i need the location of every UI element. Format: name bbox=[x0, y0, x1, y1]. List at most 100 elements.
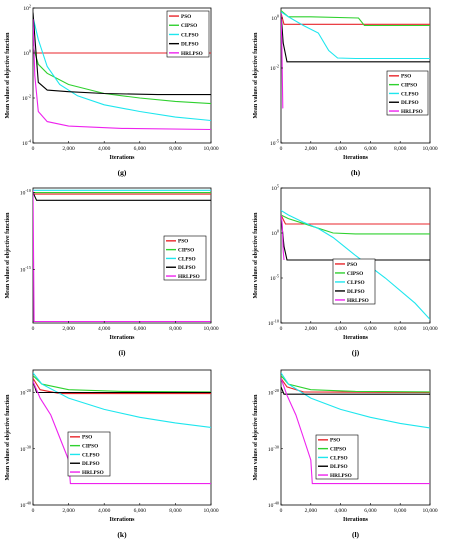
y-tick-label: 10-10 bbox=[20, 188, 31, 197]
series-line-pso bbox=[33, 378, 211, 395]
x-tick-label: 6,000 bbox=[364, 326, 377, 332]
panel-caption: (j) bbox=[352, 348, 360, 357]
series-line-cipso bbox=[33, 46, 211, 105]
panel-caption: (k) bbox=[117, 530, 127, 539]
series-line-hrlpso bbox=[281, 378, 430, 485]
x-tick-label: 0 bbox=[32, 146, 35, 152]
series-line-dlpso bbox=[33, 192, 211, 201]
legend-label-clpso: CLPSO bbox=[82, 452, 100, 458]
series-line-hrlpso bbox=[281, 214, 285, 261]
series-line-cipso bbox=[33, 375, 211, 393]
x-tick-label: 4,000 bbox=[98, 508, 111, 514]
legend-label-clpso: CLPSO bbox=[330, 455, 348, 461]
x-tick-label: 8,000 bbox=[394, 146, 407, 152]
series-line-dlpso bbox=[33, 12, 211, 96]
legend: PSO CIPSO CLPSO DLPSO HRLPSO bbox=[67, 431, 111, 477]
panel-caption: (g) bbox=[118, 168, 127, 177]
legend: PSO CIPSO CLPSO DLPSO HRLPSO bbox=[166, 10, 210, 58]
chart-panel-5: 0 2,000 4,000 6,000 8,000 10,000 10-20 10-30 10-… bbox=[5, 369, 219, 539]
x-tick-label: 6,000 bbox=[364, 146, 377, 152]
legend-label-clpso: CLPSO bbox=[347, 280, 365, 286]
legend-label-cipso: CIPSO bbox=[178, 248, 194, 254]
y-tick-label: 10-20 bbox=[20, 388, 31, 397]
y-axis-label: Mean values of objective function bbox=[253, 212, 259, 299]
x-tick-label: 8,000 bbox=[394, 508, 407, 514]
chart-panel-6: 0 2,000 4,000 6,000 8,000 10,000 10-20 10-30 10-… bbox=[253, 369, 438, 539]
x-tick-label: 2,000 bbox=[62, 508, 75, 514]
y-axis-label: Mean values of objective function bbox=[253, 32, 259, 119]
legend-label-pso: PSO bbox=[82, 435, 92, 441]
chart-panel-2: 0 2,000 4,000 6,000 8,000 10,000 100 10-2 10-5 It… bbox=[253, 7, 438, 177]
x-tick-label: 10,000 bbox=[422, 146, 437, 152]
y-axis-label: Mean values of objective function bbox=[5, 32, 11, 119]
panel-caption: (h) bbox=[351, 168, 361, 177]
y-tick-label: 10-15 bbox=[20, 265, 31, 274]
series-line-cipso bbox=[281, 214, 430, 235]
y-tick-label: 10-2 bbox=[270, 64, 279, 73]
x-tick-label: 10,000 bbox=[422, 326, 437, 332]
series-line-hrlpso bbox=[33, 19, 211, 131]
legend-label-pso: PSO bbox=[401, 74, 411, 80]
chart-panel-4: 0 2,000 4,000 6,000 8,000 10,000 105 100 10-5 10-… bbox=[253, 184, 438, 358]
x-tick-label: 8,000 bbox=[169, 146, 182, 152]
x-tick-label: 8,000 bbox=[169, 508, 182, 514]
legend-label-dlpso: DLPSO bbox=[347, 289, 365, 295]
x-tick-label: 10,000 bbox=[203, 326, 218, 332]
x-tick-label: 6,000 bbox=[134, 146, 147, 152]
y-axis-label: Mean values of objective function bbox=[5, 212, 11, 299]
x-tick-label: 10,000 bbox=[422, 508, 437, 514]
x-tick-label: 4,000 bbox=[334, 326, 347, 332]
legend-label-pso: PSO bbox=[181, 14, 191, 20]
x-tick-label: 0 bbox=[32, 326, 35, 332]
legend-label-clpso: CLPSO bbox=[401, 91, 419, 97]
series-line-hrlpso bbox=[33, 381, 211, 485]
y-tick-label: 102 bbox=[23, 4, 31, 13]
legend-label-hrlpso: HRLPSO bbox=[347, 298, 369, 304]
series-line-clpso bbox=[33, 372, 211, 428]
x-axis-label: Iterations bbox=[110, 155, 136, 161]
y-tick-label: 10-40 bbox=[20, 501, 31, 510]
legend-label-dlpso: DLPSO bbox=[178, 265, 196, 271]
x-axis-label: Iterations bbox=[343, 155, 369, 161]
y-tick-label: 10-2 bbox=[22, 94, 31, 103]
legend-label-clpso: CLPSO bbox=[181, 32, 199, 38]
chart-panel-1: 0 2,000 4,000 6,000 8,000 10,000 102 100 10-2 10-… bbox=[5, 4, 219, 178]
legend-label-dlpso: DLPSO bbox=[82, 461, 100, 467]
legend-label-clpso: CLPSO bbox=[178, 256, 196, 262]
y-tick-label: 10-40 bbox=[268, 501, 279, 510]
x-tick-label: 2,000 bbox=[305, 326, 318, 332]
legend-label-pso: PSO bbox=[330, 438, 340, 444]
panel-caption: (i) bbox=[118, 348, 126, 357]
legend-label-dlpso: DLPSO bbox=[401, 100, 419, 106]
x-tick-label: 6,000 bbox=[134, 326, 147, 332]
y-tick-label: 10-5 bbox=[270, 139, 279, 148]
y-tick-label: 10-30 bbox=[268, 444, 279, 453]
x-tick-label: 0 bbox=[280, 326, 283, 332]
y-axis-label: Mean values of objective function bbox=[253, 394, 259, 481]
legend-label-cipso: CIPSO bbox=[347, 271, 363, 277]
x-tick-label: 4,000 bbox=[334, 146, 347, 152]
series-line-clpso bbox=[281, 210, 430, 320]
y-tick-label: 10-5 bbox=[270, 274, 279, 283]
series-line-clpso bbox=[281, 372, 430, 429]
y-tick-label: 100 bbox=[271, 14, 279, 23]
x-tick-label: 8,000 bbox=[169, 326, 182, 332]
x-tick-label: 4,000 bbox=[98, 146, 111, 152]
y-tick-label: 10-10 bbox=[268, 319, 279, 328]
series-line-hrlpso bbox=[33, 190, 211, 323]
series-line-clpso bbox=[33, 16, 211, 122]
y-tick-label: 10-30 bbox=[20, 444, 31, 453]
x-tick-label: 2,000 bbox=[62, 326, 75, 332]
y-tick-label: 100 bbox=[271, 229, 279, 238]
x-tick-label: 10,000 bbox=[203, 146, 218, 152]
legend-label-pso: PSO bbox=[347, 262, 357, 268]
legend-label-hrlpso: HRLPSO bbox=[181, 51, 203, 57]
legend-label-cipso: CIPSO bbox=[401, 83, 417, 89]
y-tick-label: 105 bbox=[271, 184, 279, 193]
y-tick-label: 10-20 bbox=[268, 388, 279, 397]
legend-label-hrlpso: HRLPSO bbox=[82, 470, 104, 476]
x-tick-label: 4,000 bbox=[334, 508, 347, 514]
legend-label-dlpso: DLPSO bbox=[181, 42, 199, 48]
legend: PSO CIPSO CLPSO DLPSO HRLPSO bbox=[315, 434, 359, 480]
